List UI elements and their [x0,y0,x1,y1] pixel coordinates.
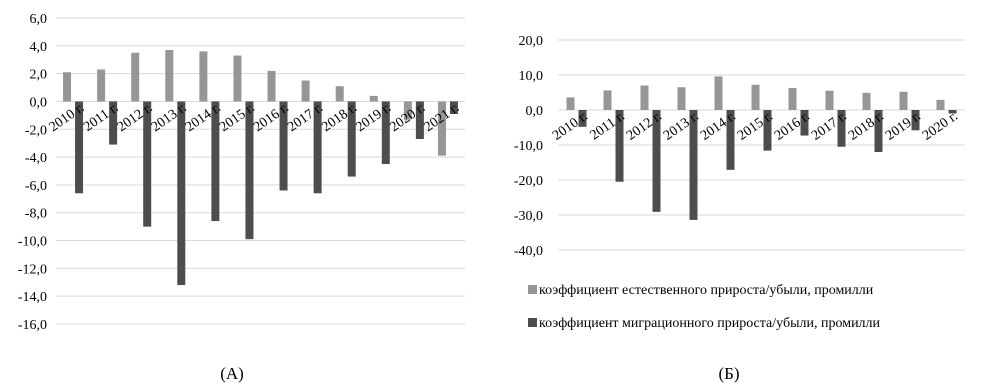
chart-b-y-tick-label: -30,0 [514,209,543,224]
chart-a-bar-natural [267,70,276,102]
chart-b-bar-migration [689,110,698,220]
chart-b-bar-migration [911,110,920,131]
chart-a-bar-natural [403,101,412,120]
chart-b-bar-migration [652,110,661,212]
chart-a-y-tick-label: 0,0 [30,95,48,110]
chart-a-bar-natural [335,86,344,102]
chart-b-y-tick-label: -10,0 [514,139,543,154]
chart-a-y-tick-label: -2,0 [25,123,47,138]
chart-a-y-tick-label: 4,0 [30,40,48,55]
chart-a-y-tick-label: 2,0 [30,68,48,83]
chart-a-bar-migration [109,101,118,145]
chart-b-bar-natural [566,97,575,110]
chart-a-bar-natural [199,51,208,102]
chart-a-bar-natural [131,52,140,102]
chart-b-bar-migration [948,110,957,114]
chart-b-bar-migration [837,110,846,147]
chart-a-bar-migration [245,101,254,240]
chart-a-y-tick-label: -4,0 [25,151,47,166]
chart-b-bar-natural [603,90,612,110]
chart-b-bar-natural [862,92,871,110]
chart-b-bar-natural [936,99,945,110]
chart-a-bar-migration [279,101,288,191]
chart-a-y-tick-label: 6,0 [30,12,48,27]
chart-a-y-tick-label: -16,0 [18,318,47,333]
chart-b-bar-natural [714,76,723,110]
chart-a-bar-natural [63,72,72,102]
chart-a-y-tick-label: -14,0 [18,290,47,305]
caption-a: (А) [220,364,244,383]
chart-a-bar-natural [97,69,106,102]
chart-b-y-tick-label: -20,0 [514,174,543,189]
chart-a-bar-natural [369,95,378,102]
legend-swatch-natural [528,285,537,294]
chart-a-y-tick-label: -12,0 [18,262,47,277]
chart-a-bar-migration [313,101,322,194]
chart-a-bar-migration [143,101,152,227]
chart-b-y-tick-label: 10,0 [519,69,544,84]
chart-a-y-tick-label: -10,0 [18,235,47,250]
chart-a-bar-migration [75,101,84,194]
chart-b-bar-natural [677,87,686,110]
chart-b-bar-natural [899,91,908,110]
chart-b-bar-natural [751,84,760,110]
chart-a-bar-migration [347,101,356,177]
chart-b-category-label: 2020 г. [920,109,961,144]
chart-a: 6,0 4,0 2,0 0,0 -2,0 -4,0 -6,0 -8,0 -10,0 -12,0 -1… [18,12,465,333]
chart-b-bar-migration [615,110,624,182]
chart-b-bar-migration [763,110,772,151]
legend: коэффициент естественного прироста/убыли… [528,283,881,331]
chart-a-y-tick-label: -6,0 [25,179,47,194]
chart-b-bar-migration [578,110,587,127]
chart-b-bar-natural [640,85,649,110]
chart-a-y-tick-label: -8,0 [25,207,47,222]
chart-a-bar-migration [177,101,186,286]
chart-a-bar-migration [415,101,424,140]
chart-b-bar-migration [726,110,735,170]
chart-a-bar-natural [233,55,242,102]
chart-a-bar-migration [211,101,220,222]
caption-b: (Б) [718,364,739,383]
chart-a-bar-natural [301,80,310,102]
chart-a-bar-natural [437,101,446,156]
chart-b-y-tick-label: 20,0 [519,34,544,49]
chart-a-bar-migration [449,101,458,114]
chart-b-bar-natural [825,90,834,110]
legend-swatch-migration [528,318,537,327]
chart-b-bar-natural [788,87,797,110]
chart-b-bar-migration [800,110,809,136]
chart-a-bar-migration [381,101,390,165]
chart-b-y-tick-label: -40,0 [514,244,543,259]
legend-label-natural: коэффициент естественного прироста/убыли… [539,283,874,298]
chart-a-bar-natural [165,49,174,102]
chart-b-y-tick-label: 0,0 [526,104,544,119]
chart-b-bar-migration [874,110,883,152]
legend-label-migration: коэффициент миграционного прироста/убыли… [539,316,881,331]
